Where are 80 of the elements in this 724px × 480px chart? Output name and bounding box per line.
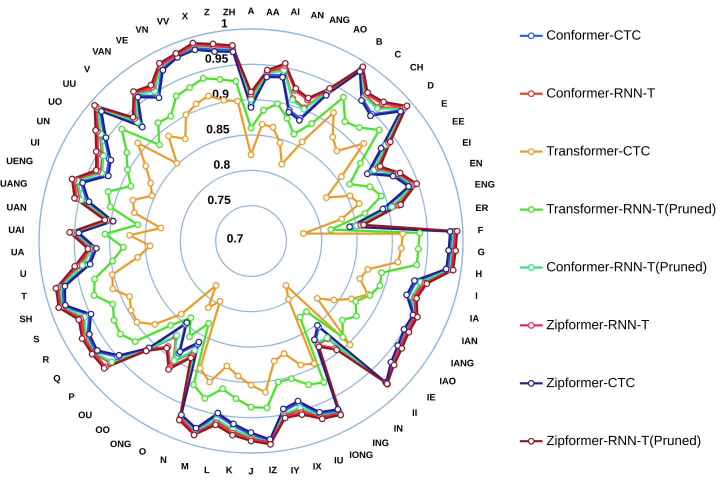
spoke-label: C [394, 50, 402, 58]
spoke-label: OO [96, 426, 110, 433]
legend-label: Zipformer-CTC [546, 377, 635, 390]
spoke-label: S [34, 336, 40, 342]
legend-label: Conformer-RNN-T(Pruned) [547, 262, 706, 274]
spoke-label: IX [313, 463, 322, 470]
spoke-label: EI [462, 139, 470, 146]
spoke-label: U [20, 270, 26, 277]
spoke-label: ANG [329, 16, 350, 24]
spoke-label: UO [48, 98, 62, 105]
spoke-label: IU [334, 456, 343, 464]
spoke-label: UAI [8, 226, 24, 234]
spoke-label: V [84, 66, 90, 72]
spoke-label: H [476, 270, 482, 277]
spoke-label: AI [290, 8, 300, 15]
spoke-label: UN [37, 118, 50, 124]
spoke-label: UU [63, 80, 76, 87]
spoke-label: UENG [6, 158, 33, 164]
spoke-label: P [69, 393, 74, 400]
y-tick-label: 0.75 [208, 196, 230, 204]
spoke-label: N [160, 456, 166, 463]
spoke-label: AO [353, 26, 367, 33]
spoke-label: IANG [451, 360, 474, 366]
legend-label: Transformer-CTC [546, 146, 650, 156]
spoke-label: VAN [92, 48, 111, 54]
y-tick-label: 1 [222, 19, 228, 28]
spoke-label: VV [156, 18, 170, 24]
spoke-label: D [428, 82, 434, 89]
spoke-label: UANG [0, 180, 27, 187]
spoke-label: IAN [462, 338, 478, 344]
spoke-label: J [248, 468, 253, 474]
spoke-label: VN [136, 26, 148, 33]
spoke-label: E [442, 100, 447, 107]
spoke-label: IONG [350, 451, 373, 458]
spoke-label: CH [410, 64, 423, 70]
legend-label: Conformer-CTC [547, 30, 641, 40]
spoke-label: ER [476, 204, 488, 212]
spoke-label: IY [291, 467, 300, 474]
spoke-label: AA [266, 8, 280, 16]
spoke-label: X [182, 12, 188, 20]
spoke-label: A [248, 8, 254, 14]
spoke-label: UI [30, 139, 40, 146]
spoke-label: T [21, 292, 27, 300]
spoke-label: O [139, 448, 146, 455]
spoke-label: Z [204, 8, 210, 16]
spoke-label: IE [427, 394, 436, 400]
legend-label: Conformer-RNN-T [547, 88, 655, 98]
spoke-label: B [376, 38, 382, 45]
spoke-label: OU [78, 412, 92, 418]
spoke-label: SH [20, 316, 32, 322]
spoke-label: ENG [475, 180, 494, 188]
spoke-label: ZH [223, 8, 235, 16]
spoke-label: UA [11, 248, 24, 256]
legend-label: Zipformer-RNN-T [546, 320, 649, 332]
spoke-label: K [226, 466, 232, 474]
spoke-label: II [412, 409, 417, 416]
spoke-label: L [204, 466, 210, 474]
spoke-label: IAO [440, 378, 456, 384]
spoke-label: I [476, 292, 478, 299]
spoke-label: G [478, 248, 484, 256]
spoke-label: EE [452, 118, 464, 125]
legend-label: Transformer-RNN-T(Pruned) [546, 204, 716, 216]
spoke-label: AN [310, 12, 324, 18]
spoke-label: IN [394, 425, 402, 432]
spoke-label: EN [470, 160, 482, 166]
legend-label: Zipformer-RNN-T(Pruned) [546, 435, 700, 448]
y-tick-label: 0.7 [227, 234, 243, 243]
y-tick-label: 0.8 [214, 160, 230, 169]
spoke-label: Q [54, 375, 60, 384]
spoke-label: VE [116, 36, 128, 44]
y-tick-label: 0.95 [205, 54, 228, 63]
spoke-label: M [182, 462, 188, 470]
spoke-label: IA [470, 315, 479, 322]
spoke-label: IZ [269, 466, 277, 474]
spoke-label: ING [373, 440, 388, 446]
spoke-label: F [478, 226, 483, 234]
spoke-label: UAN [7, 204, 26, 211]
spoke-label: R [43, 356, 49, 363]
y-tick-label: 0.85 [206, 124, 230, 134]
spoke-label: ONG [110, 440, 131, 448]
